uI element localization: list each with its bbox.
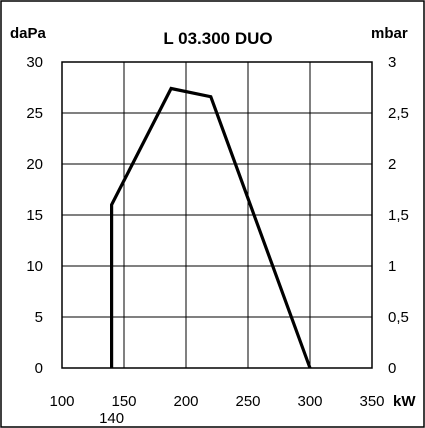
plot-frame [61, 61, 373, 369]
y-left-tick-label-15: 15 [26, 207, 43, 224]
x-tick-label-150: 150 [111, 393, 136, 410]
y-right-tick-label-2: 2 [388, 156, 396, 173]
y-right-tick-label-1,5: 1,5 [388, 207, 409, 224]
tick-labels: 100 150 200 250 300 35014005101520253000,511,… [26, 54, 409, 427]
grid [62, 62, 372, 368]
x-tick-label-140: 140 [99, 410, 124, 427]
series-line-0 [109, 86, 312, 369]
x-tick-label-200: 200 [173, 393, 198, 410]
x-unit-label: kW [393, 393, 416, 410]
y-left-unit-label: daPa [10, 25, 47, 42]
x-tick-label-350: 350 [359, 393, 384, 410]
y-right-unit-label: mbar [371, 25, 408, 42]
x-tick-label-100: 100 [49, 393, 74, 410]
y-right-tick-label-3: 3 [388, 54, 396, 71]
series-layer [109, 86, 312, 369]
chart-title: L 03.300 DUO [163, 29, 272, 48]
y-left-tick-label-10: 10 [26, 258, 43, 275]
x-tick-label-300: 300 [297, 393, 322, 410]
x-tick-label-250: 250 [235, 393, 260, 410]
y-right-tick-label-2,5: 2,5 [388, 105, 409, 122]
plot-area-border [61, 61, 373, 369]
y-left-tick-label-30: 30 [26, 54, 43, 71]
y-right-tick-label-0: 0 [388, 360, 396, 377]
y-left-tick-label-5: 5 [35, 309, 43, 326]
y-right-tick-label-1: 1 [388, 258, 396, 275]
y-right-tick-label-0,5: 0,5 [388, 309, 409, 326]
y-left-tick-label-0: 0 [35, 360, 43, 377]
y-left-tick-label-25: 25 [26, 105, 43, 122]
y-left-tick-label-20: 20 [26, 156, 43, 173]
